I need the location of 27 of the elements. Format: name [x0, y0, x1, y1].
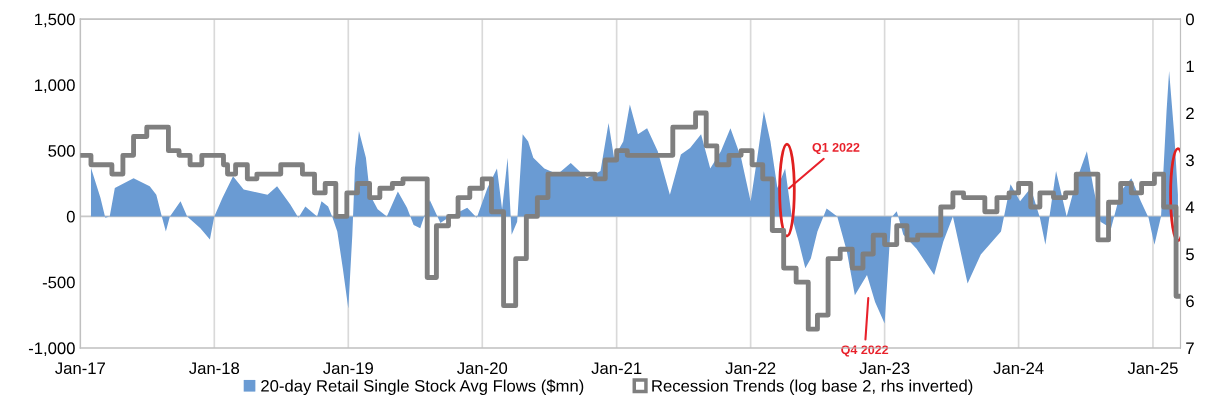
y2-tick-label: 6: [1186, 295, 1194, 308]
x-tick-label: Jan-19: [323, 362, 373, 375]
y2-tick-label: 3: [1185, 154, 1194, 167]
y2-tick-label: 1: [1186, 60, 1194, 73]
x-tick-label: Jan-24: [993, 362, 1044, 375]
x-tick-label: Jan-20: [457, 362, 508, 375]
y2-tick-label: 2: [1186, 107, 1194, 120]
x-tick-label: Jan-18: [189, 362, 240, 375]
y-tick-label: 500: [48, 145, 75, 157]
y2-tick-label: 7: [1186, 342, 1194, 354]
annotation: Q1 2022: [812, 142, 860, 155]
y2-tick-label: 4: [1185, 201, 1195, 214]
y-tick-label: -500: [42, 276, 75, 289]
y-tick-label: 1,000: [35, 79, 75, 94]
x-tick-label: Jan-25: [1127, 362, 1178, 375]
annotation: Q4 2022: [841, 345, 889, 357]
legend-label: Recession Trends (log base 2, rhs inverted): [652, 379, 973, 396]
legend-label: 20-day Retail Single Stock Avg Flows ($mn): [261, 379, 584, 396]
y-tick-label: 0: [66, 210, 75, 223]
y-tick-label: -1,000: [28, 342, 75, 357]
x-tick-label: Jan-21: [591, 362, 642, 375]
x-tick-label: Jan-23: [859, 362, 910, 375]
y2-tick-label: 5: [1186, 248, 1194, 261]
y2-tick-label: 0: [1186, 13, 1194, 26]
x-tick-label: Jan-22: [725, 362, 776, 375]
x-tick-label: Jan-17: [55, 362, 105, 375]
y-tick-label: 1,500: [35, 13, 75, 28]
